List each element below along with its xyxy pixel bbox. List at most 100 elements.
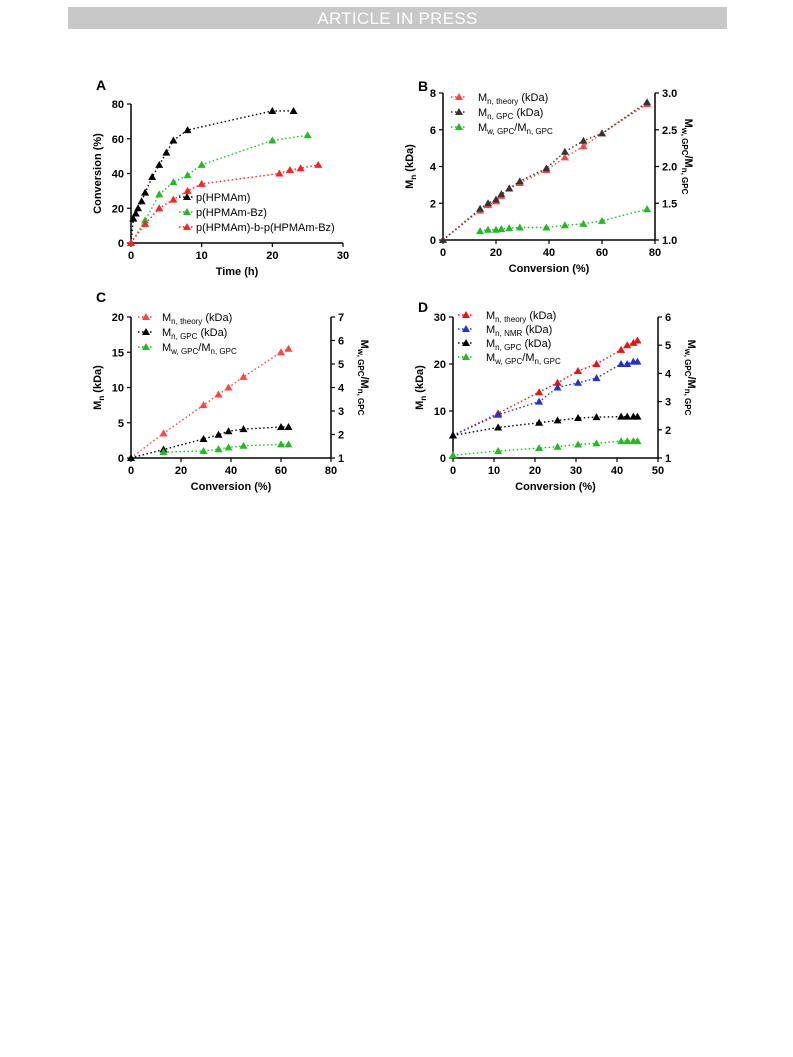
y2-tick-label: 3 <box>665 397 671 409</box>
data-point <box>449 431 457 439</box>
legend-label: Mn, NMR (kDa) <box>486 324 552 338</box>
data-point <box>643 98 652 106</box>
legend-marker <box>462 311 470 318</box>
y2-tick-label: 1.5 <box>662 198 677 210</box>
y-tick-label: 20 <box>434 359 446 371</box>
legend-label: Mn, GPC (kDa) <box>478 107 543 121</box>
data-point <box>214 430 223 438</box>
data-point <box>560 153 569 161</box>
y-tick-label: 80 <box>112 99 124 111</box>
data-point <box>224 443 233 451</box>
data-point <box>633 357 642 365</box>
series-1 <box>449 357 642 439</box>
data-point <box>598 216 606 224</box>
x-tick-label: 40 <box>225 465 237 477</box>
y-tick-label: 2 <box>430 198 436 210</box>
x-tick-label: 60 <box>596 247 608 259</box>
data-point <box>579 136 588 144</box>
y2-tick-label: 6 <box>665 312 671 324</box>
data-point <box>296 164 305 172</box>
y-axis-label: Mn (kDa) <box>92 365 106 410</box>
data-point <box>214 390 223 398</box>
data-point <box>505 224 514 232</box>
data-point <box>277 348 285 356</box>
legend-marker <box>183 208 191 215</box>
y-tick-label: 0 <box>118 453 124 465</box>
data-point <box>617 412 626 420</box>
data-point <box>476 204 485 212</box>
y2-tick-label: 1.0 <box>662 235 677 247</box>
data-point <box>592 360 601 367</box>
data-point <box>617 360 626 367</box>
legend-entry: Mw, GPC/Mn, GPC <box>138 342 237 356</box>
y-tick-label: 0 <box>440 453 446 465</box>
data-point <box>141 188 150 196</box>
y-tick-label: 10 <box>434 406 446 418</box>
data-point <box>617 345 626 353</box>
data-point <box>497 190 506 198</box>
series-1 <box>127 422 293 461</box>
data-point <box>303 131 312 139</box>
series-line <box>130 426 289 459</box>
y2-tick-label: 2.5 <box>662 125 677 137</box>
data-point <box>289 106 298 114</box>
data-point <box>239 425 248 433</box>
data-point <box>183 186 192 194</box>
data-point <box>155 204 164 212</box>
y2-tick-label: 4 <box>338 383 345 395</box>
data-point <box>169 178 178 186</box>
chart-panel-a: A 0 10 20 30 0 20 40 60 80 Time (h) Conversion (%) p… <box>92 77 349 278</box>
panel-letter: C <box>96 289 106 305</box>
data-point <box>535 444 544 452</box>
data-point <box>214 445 223 453</box>
data-point <box>127 239 135 246</box>
data-point <box>515 223 524 231</box>
data-point <box>134 204 143 212</box>
data-point <box>277 440 285 448</box>
data-point <box>169 195 178 203</box>
x-tick-label: 60 <box>275 465 287 477</box>
data-point <box>633 437 642 445</box>
data-point <box>579 142 588 150</box>
x-axis-label: Conversion (%) <box>191 481 272 493</box>
x-tick-label: 20 <box>266 250 278 262</box>
legend-marker <box>142 313 150 320</box>
legend-entry: Mw, GPC/Mn, GPC <box>451 122 553 136</box>
series-0 <box>439 100 652 243</box>
series-1 <box>127 131 312 246</box>
chart-panel-b: B 0 20 40 60 80 0 2 4 6 8 1.0 1.5 2.0 2.5 3.0 Conversion… <box>404 78 694 275</box>
series-line <box>452 339 638 437</box>
series-0 <box>127 344 293 461</box>
legend-marker <box>183 223 191 230</box>
data-point <box>592 374 601 382</box>
data-point <box>633 336 642 344</box>
legend-label: Mn, theory (kDa) <box>486 310 556 324</box>
data-point <box>199 446 208 454</box>
y-tick-label: 20 <box>112 312 124 324</box>
series-0 <box>449 336 642 439</box>
data-point <box>560 147 569 155</box>
data-point <box>623 341 632 349</box>
data-point <box>574 378 583 386</box>
data-point <box>183 171 192 179</box>
data-point <box>284 422 293 430</box>
legend-marker <box>462 325 470 332</box>
data-point <box>197 160 206 168</box>
data-point <box>159 448 168 456</box>
legend-label: Mn, theory (kDa) <box>478 92 548 106</box>
data-point <box>553 383 562 391</box>
data-point <box>535 418 544 426</box>
data-point <box>199 434 208 442</box>
data-point <box>560 221 569 229</box>
legend-label: Mn, GPC (kDa) <box>486 338 551 352</box>
series-line <box>130 348 289 459</box>
x-tick-label: 0 <box>128 250 134 262</box>
data-point <box>286 166 294 174</box>
data-point <box>553 378 562 386</box>
data-point <box>553 416 562 424</box>
x-tick-label: 20 <box>175 465 187 477</box>
data-point <box>494 446 503 454</box>
data-point <box>553 442 562 450</box>
data-point <box>515 177 524 185</box>
data-point <box>169 136 178 144</box>
